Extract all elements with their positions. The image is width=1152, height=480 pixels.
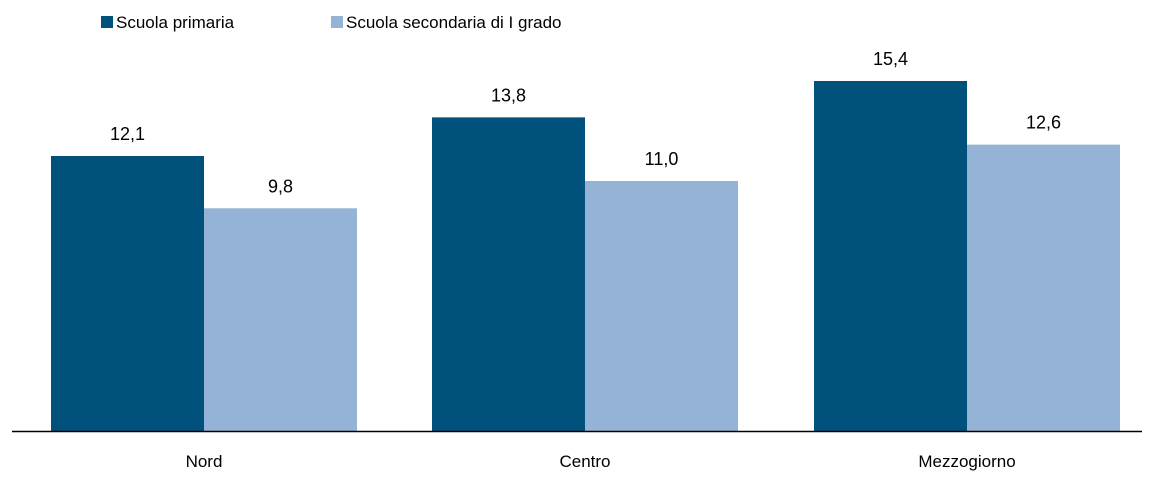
bar-mezzogiorno-scuola-secondaria-di-i-grado (967, 144, 1120, 432)
data-label-mezzogiorno-scuola-primaria: 15,4 (873, 49, 908, 69)
legend-label-scuola-primaria: Scuola primaria (116, 13, 235, 32)
category-labels: Nord Centro Mezzogiorno (186, 452, 1016, 471)
bar-nord-scuola-primaria (51, 156, 204, 431)
data-label-centro-scuola-primaria: 13,8 (491, 85, 526, 105)
data-label-nord-scuola-secondaria-di-i-grado: 9,8 (268, 176, 293, 196)
bar-mezzogiorno-scuola-primaria (814, 81, 967, 431)
legend-label-scuola-secondaria-di-i-grado: Scuola secondaria di I grado (346, 13, 561, 32)
data-label-mezzogiorno-scuola-secondaria-di-i-grado: 12,6 (1026, 113, 1061, 133)
legend-swatch-scuola-primaria (101, 16, 113, 28)
bar-nord-scuola-secondaria-di-i-grado (204, 208, 357, 431)
value-labels: 12,1 9,8 13,8 11,0 15,4 12,6 (110, 49, 1061, 196)
bars (51, 81, 1120, 432)
bar-centro-scuola-secondaria-di-i-grado (585, 181, 738, 431)
x-tick-label-nord: Nord (186, 452, 223, 471)
bar-centro-scuola-primaria (432, 117, 585, 431)
x-tick-label-mezzogiorno: Mezzogiorno (918, 452, 1015, 471)
legend: Scuola primaria Scuola secondaria di I gr… (101, 13, 561, 32)
data-label-nord-scuola-primaria: 12,1 (110, 124, 145, 144)
legend-swatch-scuola-secondaria-di-i-grado (331, 16, 343, 28)
data-label-centro-scuola-secondaria-di-i-grado: 11,0 (645, 149, 679, 169)
x-tick-label-centro: Centro (559, 452, 610, 471)
